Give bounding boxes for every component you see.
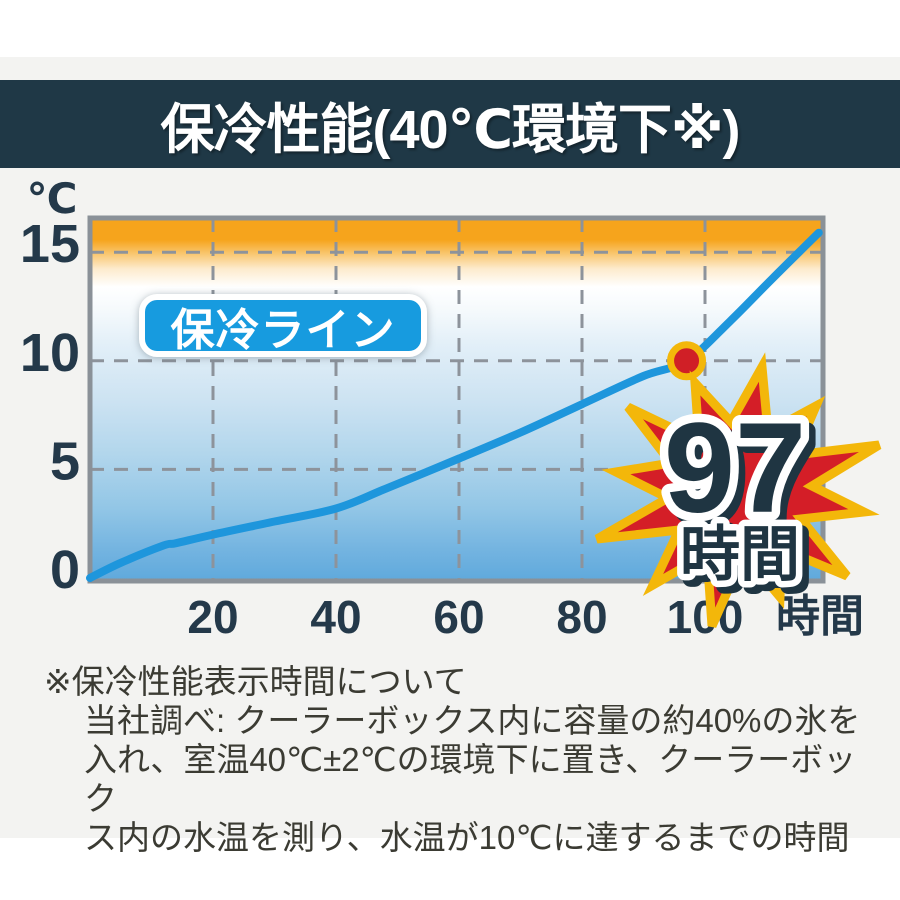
starburst-badge: 97 97 時間 時間 [594, 352, 882, 628]
badge-unit: 時間 [680, 521, 800, 588]
badge-value-shadow: 97 [671, 404, 813, 547]
page-title: 保冷性能(40℃環境下※) [160, 99, 741, 160]
badge-value: 97 [664, 397, 806, 540]
x-tick-label: 100 [667, 591, 744, 643]
y-tick-label: 10 [20, 323, 80, 383]
y-tick-label: 5 [50, 431, 80, 491]
starburst-shape [594, 352, 882, 628]
y-axis-tick-labels: 0 5 10 15 [20, 214, 80, 600]
x-tick-label: 80 [556, 591, 607, 643]
x-tick-label: 60 [433, 591, 484, 643]
line-label-badge: 保冷ライン [139, 294, 427, 357]
footnote-line: ス内の水温を測り、水温が10℃に達するまでの時間 [84, 819, 850, 856]
y-tick-label: 15 [20, 214, 80, 274]
temperature-line [86, 228, 823, 582]
footnote-line: 入れ、室温40℃±2℃の環境下に置き、クーラーボック [84, 741, 857, 817]
chart-header: 保冷性能(40℃環境下※) [0, 80, 900, 168]
gridlines [90, 218, 823, 581]
x-tick-label: 40 [310, 591, 361, 643]
97-hour-marker-dot [667, 341, 707, 381]
line-label-text: 保冷ライン [170, 305, 396, 355]
badge-unit-shadow: 時間 [686, 527, 806, 594]
x-tick-label: 20 [187, 591, 238, 643]
footnote-line: 当社調べ: クーラーボックス内に容量の約40%の氷を [84, 702, 861, 739]
y-axis-unit-label: ℃ [27, 175, 78, 222]
x-axis-tick-labels: 20 40 60 80 100 時間 [187, 591, 864, 643]
y-tick-label: 0 [50, 540, 80, 600]
footnote: ※保冷性能表示時間について 当社調べ: クーラーボックス内に容量の約40%の氷を… [44, 662, 874, 857]
x-axis-unit-label: 時間 [776, 592, 864, 641]
footnote-line: ※保冷性能表示時間について [44, 663, 467, 700]
